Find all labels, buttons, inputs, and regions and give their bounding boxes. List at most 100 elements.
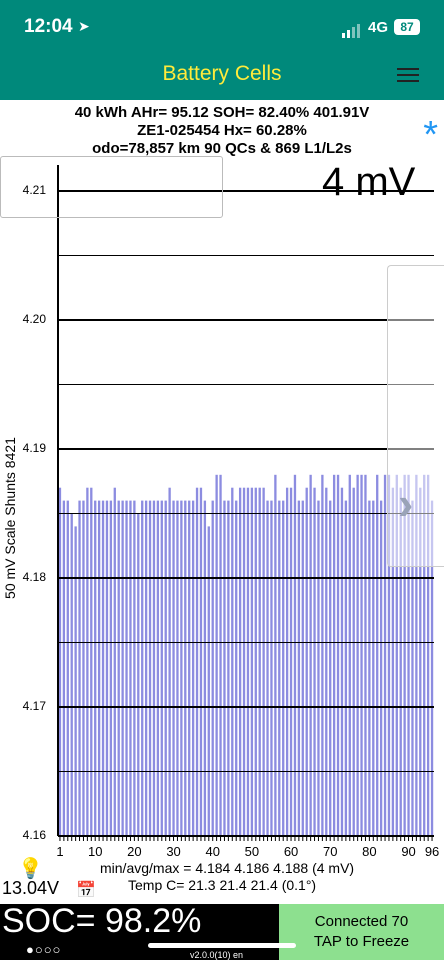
x-tick-label: 70 [323, 844, 338, 859]
min-avg-max: min/avg/max = 4.184 4.186 4.188 (4 mV) [100, 860, 355, 876]
bar [62, 500, 66, 836]
connection-status: Connected 70 [314, 913, 409, 930]
bar [254, 487, 257, 836]
battery-info: 40 kWh AHr= 95.12 SOH= 82.40% 401.91V ZE… [0, 104, 444, 158]
cell-voltage-chart [57, 165, 434, 841]
x-tick-label: 40 [205, 844, 220, 859]
bar [238, 487, 242, 836]
bar [313, 487, 316, 836]
bar [364, 474, 367, 836]
bar [423, 474, 426, 836]
x-tick-label: 10 [88, 844, 103, 859]
bar [379, 500, 383, 836]
page-title: Battery Cells [162, 62, 282, 85]
info-line-2: ZE1-025454 Hx= 60.28% [137, 122, 307, 139]
bar [105, 500, 109, 836]
y-tick-label: 4.16 [22, 828, 46, 842]
header-bar: 12:04 ➤ 4G 87 [0, 0, 444, 100]
location-arrow-icon: ➤ [78, 18, 90, 34]
bar [137, 513, 140, 836]
x-tick-label: 60 [283, 844, 299, 859]
bar [395, 474, 398, 836]
bar [399, 487, 402, 836]
bar [262, 487, 265, 836]
bar [160, 500, 163, 836]
calendar-icon[interactable]: 📅 [76, 882, 96, 899]
bar [336, 474, 340, 836]
bar [211, 500, 214, 836]
y-tick-label: 4.21 [22, 183, 46, 197]
bar [70, 513, 73, 836]
bar [231, 487, 234, 836]
network-type: 4G [368, 19, 389, 36]
y-scale-button[interactable] [0, 156, 223, 218]
bar [301, 500, 304, 836]
bar [285, 487, 289, 836]
bar [227, 500, 230, 836]
y-tick-label: 4.20 [22, 312, 46, 326]
clock: 12:04 [24, 16, 73, 37]
bar [235, 500, 238, 836]
x-tick-label: 90 [401, 844, 416, 859]
bar [191, 500, 195, 836]
bar [246, 487, 250, 836]
bar [203, 500, 207, 836]
bar [172, 500, 175, 836]
bar [309, 474, 312, 836]
freeze-label: TAP to Freeze [313, 933, 410, 950]
bar [356, 474, 359, 836]
bar [207, 526, 210, 836]
y-tick-label: 4.17 [22, 699, 46, 713]
bar [411, 500, 414, 836]
bar [144, 500, 148, 836]
bar [329, 500, 332, 836]
bar [419, 487, 422, 836]
bar [125, 500, 128, 836]
connection-button[interactable]: Connected 70 TAP to Freeze [279, 904, 444, 960]
bar [129, 500, 132, 836]
bar [340, 487, 344, 836]
x-tick-label: 30 [166, 844, 181, 859]
side-panel-handle[interactable] [387, 265, 444, 567]
lightbulb-icon[interactable]: 💡 [18, 858, 43, 880]
signal-icon [342, 20, 362, 38]
bar [148, 500, 152, 836]
bar [188, 500, 191, 836]
bar [426, 474, 430, 836]
bar [250, 487, 254, 836]
bar [321, 474, 324, 836]
bar [199, 487, 203, 836]
bar [58, 487, 62, 836]
bar [376, 474, 379, 836]
bar [305, 487, 308, 836]
chevron-right-icon[interactable]: › [398, 477, 414, 529]
bar [86, 487, 89, 836]
menu-icon[interactable] [397, 64, 419, 86]
bar [164, 500, 167, 836]
page-indicator[interactable]: ●○○○ [26, 942, 62, 957]
bar [352, 487, 355, 836]
home-indicator[interactable] [148, 943, 296, 948]
x-tick-label: 1 [56, 844, 64, 859]
bar [180, 500, 183, 836]
x-tick-label: 80 [362, 844, 377, 859]
x-tick-label: 50 [244, 844, 260, 859]
bar [415, 474, 418, 836]
bar [101, 500, 105, 836]
bar [266, 500, 269, 836]
bar [344, 500, 348, 836]
soc-panel[interactable]: SOC= 98.2% ●○○○ [0, 902, 279, 960]
bar [325, 487, 328, 836]
star-icon[interactable]: * [423, 114, 438, 156]
bar [82, 500, 85, 836]
y-tick-label: 4.19 [22, 441, 46, 455]
bar [407, 474, 410, 836]
bar [219, 474, 222, 836]
bar [372, 500, 375, 836]
bar [74, 526, 77, 836]
bar [391, 487, 395, 836]
bar [293, 474, 297, 836]
y-tick-label: 4.18 [22, 570, 46, 584]
bar [117, 500, 120, 836]
bar [383, 474, 387, 836]
